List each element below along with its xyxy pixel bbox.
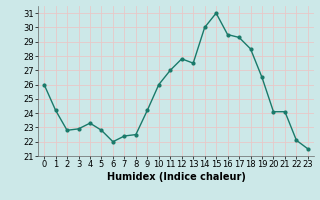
X-axis label: Humidex (Indice chaleur): Humidex (Indice chaleur)	[107, 172, 245, 182]
